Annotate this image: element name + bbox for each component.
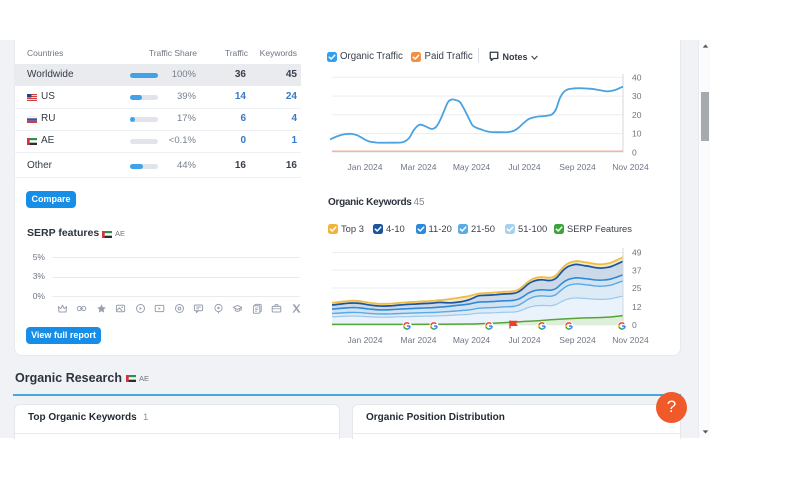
svg-text:10: 10 — [632, 129, 642, 139]
svg-text:12: 12 — [632, 302, 642, 312]
svg-text:25: 25 — [632, 283, 642, 293]
svg-text:40: 40 — [632, 72, 642, 82]
svg-text:49: 49 — [632, 248, 642, 258]
svg-text:0: 0 — [632, 320, 637, 330]
svg-text:0: 0 — [632, 147, 637, 157]
svg-text:37: 37 — [632, 265, 642, 275]
svg-text:20: 20 — [632, 110, 642, 120]
svg-text:30: 30 — [632, 91, 642, 101]
